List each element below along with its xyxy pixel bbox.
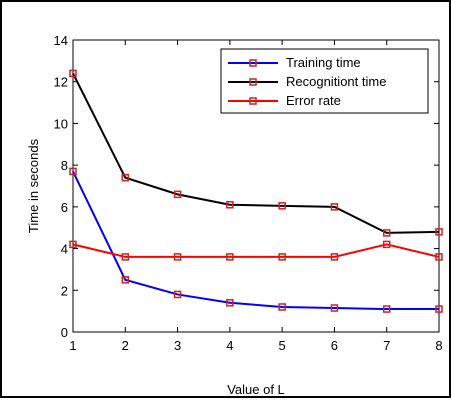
data-point [435,305,443,313]
y-tick-label: 14 [54,33,68,48]
x-tick-label: 5 [279,338,286,353]
y-axis: 0 2 4 6 8 10 12 14 [54,33,439,340]
data-point [121,276,130,284]
x-tick-label: 6 [331,338,338,353]
y-tick-label: 0 [61,325,68,340]
x-axis-label: Value of L [227,382,285,397]
data-point [69,69,77,78]
x-tick-label: 1 [69,338,76,353]
data-point [330,304,339,312]
data-point [173,253,182,261]
data-point [173,290,182,299]
data-point [278,253,286,261]
legend-label-error-rate: Error rate [286,93,341,108]
y-tick-label: 10 [54,116,68,131]
data-point [382,305,391,313]
legend-label-recognition-time: Recognitiont time [286,74,386,89]
data-point [226,201,234,209]
data-point [69,167,77,176]
data-point [382,229,391,237]
legend: Training time Recognitiont time Error ra… [220,48,429,114]
y-tick-label: 8 [61,158,68,173]
x-axis: 1 2 3 4 5 6 7 8 [69,40,443,353]
legend-items [228,59,278,105]
legend-marker-0 [249,59,257,67]
data-point [435,253,443,261]
y-tick-label: 2 [61,283,68,298]
data-point [435,228,443,236]
data-point [121,253,130,261]
x-tick-label: 4 [226,338,233,353]
legend-label-training-time: Training time [286,55,361,70]
data-point [69,240,77,249]
data-point [382,240,391,249]
legend-marker-2 [249,97,257,105]
data-point [330,203,339,211]
data-point [173,190,182,199]
data-point [278,202,286,210]
x-tick-label: 3 [174,338,181,353]
x-tick-label: 2 [122,338,129,353]
x-tick-label: 7 [383,338,390,353]
y-tick-label: 6 [61,200,68,215]
series-layer [69,69,443,313]
series-line-1 [72,72,440,234]
data-point [278,303,286,311]
data-point [330,253,339,261]
data-point [121,173,130,182]
legend-marker-1 [249,78,257,86]
data-point [226,299,234,307]
y-tick-label: 4 [61,242,68,257]
x-tick-label: 8 [435,338,442,353]
series-line-0 [72,170,439,311]
data-point [226,253,234,261]
y-axis-label: Time in seconds [26,138,41,233]
y-tick-label: 12 [54,75,68,90]
series-line-2 [72,243,440,258]
